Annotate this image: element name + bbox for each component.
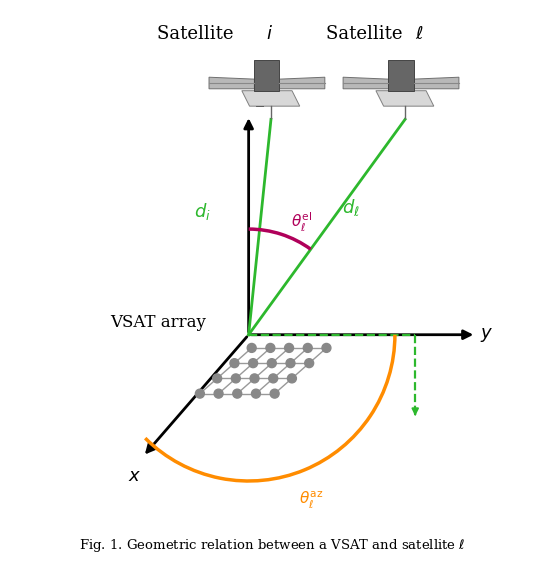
Text: $\theta^{\mathrm{el}}_\ell$: $\theta^{\mathrm{el}}_\ell$ bbox=[291, 210, 312, 234]
Circle shape bbox=[267, 359, 276, 368]
Circle shape bbox=[249, 359, 257, 368]
Circle shape bbox=[250, 374, 259, 383]
Circle shape bbox=[270, 389, 279, 398]
Polygon shape bbox=[242, 91, 300, 106]
Polygon shape bbox=[255, 60, 280, 91]
Polygon shape bbox=[413, 77, 459, 89]
Circle shape bbox=[233, 389, 242, 398]
Text: $y$: $y$ bbox=[480, 326, 493, 343]
Text: $\ell$: $\ell$ bbox=[415, 25, 424, 43]
Text: $d_i$: $d_i$ bbox=[194, 201, 211, 222]
Circle shape bbox=[230, 359, 239, 368]
Polygon shape bbox=[343, 77, 388, 89]
Circle shape bbox=[287, 374, 296, 383]
Text: $\theta^{\mathrm{az}}_\ell$: $\theta^{\mathrm{az}}_\ell$ bbox=[299, 490, 324, 511]
Polygon shape bbox=[280, 77, 325, 89]
Circle shape bbox=[213, 374, 221, 383]
Circle shape bbox=[251, 389, 261, 398]
Polygon shape bbox=[376, 91, 434, 106]
Circle shape bbox=[266, 343, 275, 352]
Text: Fig. 1. Geometric relation between a VSAT and satellite $\ell$: Fig. 1. Geometric relation between a VSA… bbox=[79, 537, 465, 554]
Circle shape bbox=[231, 374, 240, 383]
Text: Satellite: Satellite bbox=[326, 25, 408, 43]
Circle shape bbox=[304, 343, 312, 352]
Text: $z$: $z$ bbox=[255, 93, 267, 111]
Text: VSAT array: VSAT array bbox=[110, 314, 206, 331]
Text: Satellite: Satellite bbox=[157, 25, 239, 43]
Text: $x$: $x$ bbox=[128, 467, 141, 485]
Polygon shape bbox=[209, 77, 255, 89]
Circle shape bbox=[286, 359, 295, 368]
Circle shape bbox=[247, 343, 256, 352]
Circle shape bbox=[269, 374, 277, 383]
Text: $d_\ell$: $d_\ell$ bbox=[342, 197, 360, 218]
Text: $i$: $i$ bbox=[266, 25, 273, 43]
Circle shape bbox=[322, 343, 331, 352]
Circle shape bbox=[195, 389, 205, 398]
Circle shape bbox=[285, 343, 294, 352]
Circle shape bbox=[305, 359, 314, 368]
Circle shape bbox=[214, 389, 223, 398]
Polygon shape bbox=[388, 60, 413, 91]
